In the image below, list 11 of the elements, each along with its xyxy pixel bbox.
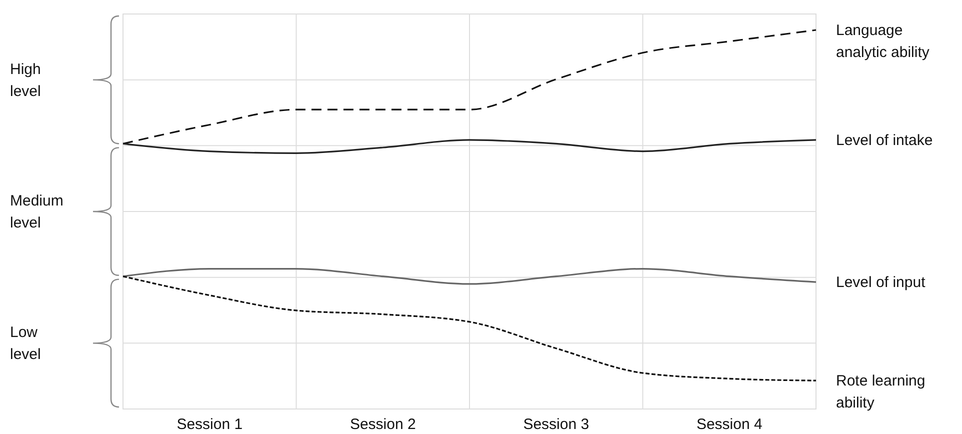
series-label: Level of intake [836, 132, 933, 149]
series-label: Level of input [836, 274, 926, 292]
text: Low level [10, 324, 41, 364]
x-tick-label: Session 2 [350, 416, 416, 433]
text: High level [10, 60, 41, 100]
series-label: Rote learning ability [836, 372, 926, 412]
x-tick-label: Session 3 [523, 416, 590, 433]
series-label: Language analytic ability [836, 22, 930, 61]
x-tick-label: Session 4 [696, 416, 762, 433]
text: Medium level [10, 192, 64, 232]
x-tick-label: Session 1 [176, 416, 243, 433]
